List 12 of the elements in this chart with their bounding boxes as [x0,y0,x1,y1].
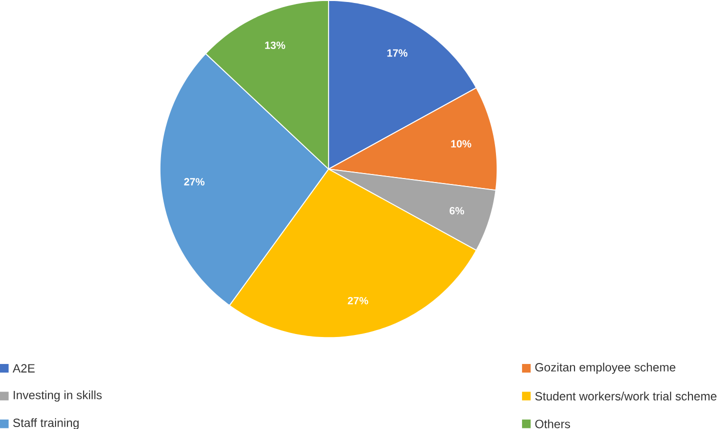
data-label: 27% [348,296,368,304]
data-label: 17% [387,49,408,56]
data-label: 27% [184,178,205,186]
legend-label: A2E [12,364,35,372]
data-label: 6% [450,206,464,214]
legend-label: Gozitan employee scheme [535,362,676,374]
data-label: 13% [265,41,286,49]
legend-label: Staff training [13,418,79,429]
data-label: 10% [451,140,472,148]
legend-label: Others [535,419,570,428]
legend-label: Student workers/work trial scheme [535,391,716,400]
legend-label: Investing in skills [14,390,102,402]
